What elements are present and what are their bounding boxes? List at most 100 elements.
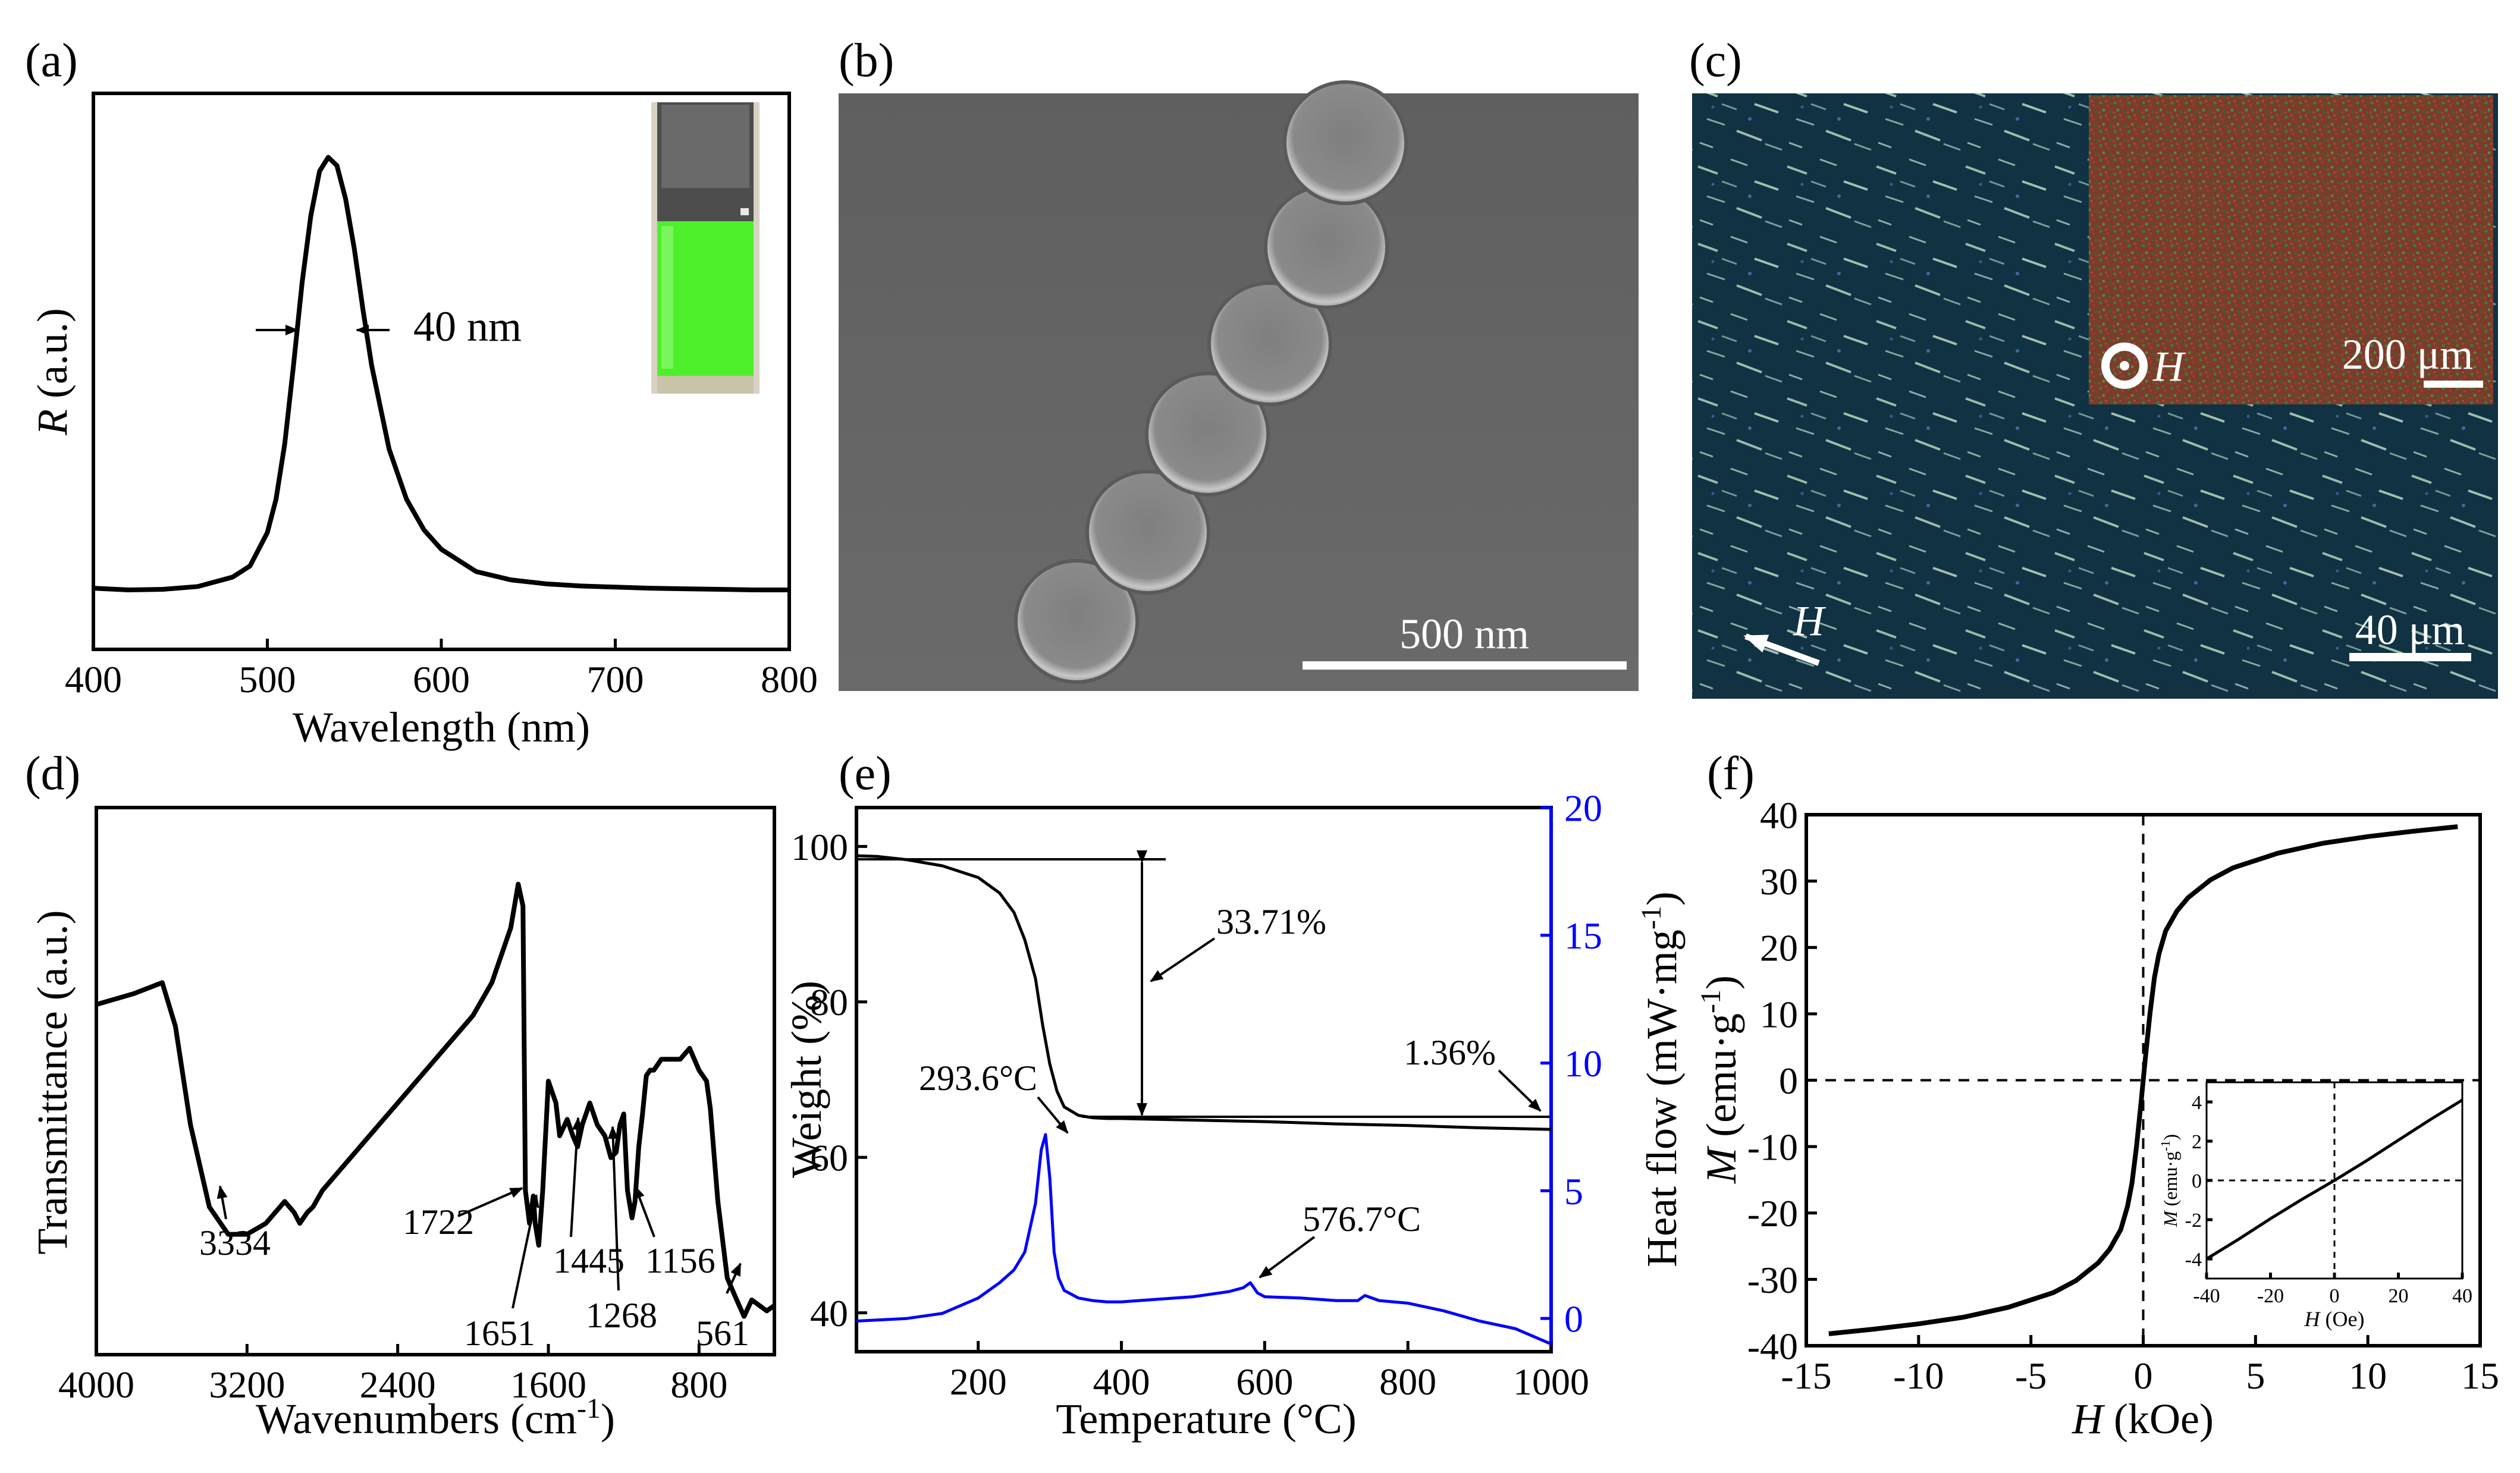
panel-d-xlabel-end: ) <box>601 1395 615 1443</box>
annot-3334-arrow <box>216 1185 228 1220</box>
panel-f-xtick-label: 5 <box>2246 1355 2265 1397</box>
panel-c-inset-field-label: H <box>2152 343 2186 390</box>
panel-a-xtick-label: 600 <box>413 658 470 701</box>
panel-f-ytick-label: 0 <box>1779 1060 1798 1102</box>
panel-d-ftir-curve <box>95 881 776 1319</box>
panel-c-field-arrow <box>1743 633 1820 666</box>
panel-d-xtick-label: 4000 <box>58 1364 134 1406</box>
panel-b-scalebar-label: 500 nm <box>1399 610 1529 658</box>
panel-d-annotations: 3334 1722 1651 1445 1268 1156 561 <box>199 1117 749 1353</box>
panel-e-ytick-label: 100 <box>791 826 848 868</box>
panel-e-ylabel2-main: Heat flow (mW·mg <box>1638 929 1686 1267</box>
panel-e-ytick-label: 80 <box>810 981 848 1023</box>
panel-f-ytick-label: 20 <box>1760 927 1798 969</box>
panel-c-inset-field-symbol <box>2101 343 2148 389</box>
panel-f-magnetization-curve <box>1828 824 2458 1336</box>
panel-f-inset-ylabel: M (emu·g-1) <box>2158 1134 2182 1227</box>
panel-f-inset-ytick-label: -2 <box>2185 1210 2202 1232</box>
annot-1.36: 1.36% <box>1404 1033 1496 1072</box>
panel-b-label: (b) <box>839 34 894 87</box>
panel-a-reflectance-curve <box>93 155 789 592</box>
panel-c-field-label: H <box>1793 597 1827 645</box>
panel-b-sem-image <box>839 80 1639 691</box>
panel-f-ytick-label: -40 <box>1747 1325 1798 1367</box>
panel-a-xtick-label: 500 <box>239 658 296 701</box>
panel-f-ytick-label: -30 <box>1747 1259 1798 1301</box>
panel-d-xlabel: Wavenumbers (cm-1) <box>256 1393 615 1443</box>
panel-f-inset-xlabel-symbol: H <box>2304 1307 2321 1331</box>
panel-f-ytick-label: -20 <box>1747 1192 1798 1235</box>
panel-e-xtick-label: 600 <box>1236 1361 1293 1403</box>
panel-e-label: (e) <box>839 748 892 800</box>
annot-1.36-arrow <box>1498 1069 1542 1112</box>
panel-e-ytick-label: 40 <box>810 1292 848 1334</box>
panel-f-inset-curve <box>2205 1098 2463 1261</box>
panel-a-label: (a) <box>25 34 78 87</box>
panel-f-xlabel-symbol: H <box>2072 1395 2105 1443</box>
panel-f-inset-xtick-label: 40 <box>2452 1285 2472 1307</box>
panel-d-frame <box>95 806 776 1356</box>
annot-1651-arrow <box>511 1194 539 1309</box>
annot-1156: 1156 <box>645 1241 715 1280</box>
panel-e-xtick-label: 1000 <box>1513 1361 1589 1403</box>
panel-e-xlabel: Temperature (°C) <box>1056 1395 1357 1443</box>
panel-f-inset-ylabel-symbol: M <box>2160 1210 2181 1227</box>
panel-e-xtick-label: 200 <box>950 1361 1007 1403</box>
panel-a-ylabel: R (a.u.) <box>29 308 76 436</box>
annot-1268: 1268 <box>586 1296 657 1335</box>
annot-293.6: 293.6°C <box>919 1059 1037 1098</box>
panel-c-scalebar <box>2349 653 2471 661</box>
panel-e-ylabel2-sup: -1 <box>1636 906 1667 929</box>
panel-c-inset-scalebar <box>2424 381 2483 388</box>
panel-f-inset-xtick-label: -20 <box>2257 1285 2284 1307</box>
panel-a-xlabel: Wavelength (nm) <box>293 703 590 751</box>
panel-a-fwhm-label: 40 nm <box>413 303 522 350</box>
panel-a: (a) 400 500 600 700 800 Wavelength (nm) R (a… <box>25 34 818 751</box>
panel-d-xticks: 4000 3200 2400 1600 800 <box>58 1344 727 1406</box>
panel-d-ylabel: Transmittance (a.u.) <box>29 910 76 1254</box>
panel-f-ytick-label: -10 <box>1747 1126 1798 1169</box>
panel-b: (b) 500 nm <box>839 34 1639 691</box>
panel-c-inset-field-dot <box>2120 361 2129 370</box>
panel-f-inset-xtick-label: 20 <box>2389 1285 2409 1307</box>
panel-d-xtick-label: 1600 <box>510 1364 586 1406</box>
panel-f-inset-ytick-label: 0 <box>2192 1170 2202 1192</box>
panel-f-inset-ytick-label: 4 <box>2192 1092 2202 1114</box>
annot-561-arrow <box>726 1262 742 1294</box>
panel-e-right-ytick-label: 10 <box>1564 1042 1602 1085</box>
panel-d-xlabel-sup: -1 <box>577 1393 601 1424</box>
panel-f-ylabel-sup: -1 <box>1695 990 1727 1013</box>
panel-f-xlabel: H (kOe) <box>2072 1395 2214 1443</box>
annot-33-arrow <box>1150 937 1216 982</box>
panel-f-ylabel: M (emu·g-1) <box>1695 975 1746 1184</box>
panel-c-inset-scalebar-label: 200 μm <box>2342 331 2474 378</box>
panel-e-heatflow-curve <box>856 1133 1552 1346</box>
panel-f-inset-xtick-label: -40 <box>2193 1285 2220 1307</box>
panel-e-right-ytick-label: 0 <box>1564 1298 1583 1340</box>
panel-d-xtick-label: 800 <box>670 1364 727 1406</box>
panel-a-xtick-label: 700 <box>587 658 644 701</box>
panel-f-inset-ylabel-end: ) <box>2160 1134 2181 1141</box>
panel-d: (d) 4000 3200 2400 1600 800 Wavenumbers (cm-… <box>25 748 776 1443</box>
annot-561: 561 <box>696 1314 749 1353</box>
panel-f-label: (f) <box>1707 748 1755 800</box>
panel-a-ylabel-symbol: R <box>29 409 76 436</box>
annot-33.71: 33.71% <box>1216 902 1326 941</box>
annot-3334: 3334 <box>199 1223 271 1262</box>
panel-f-inset-ylabel-sup: -1 <box>2158 1141 2173 1151</box>
panel-d-xtick-label: 3200 <box>209 1364 285 1406</box>
panel-e-ytick-label: 60 <box>810 1137 848 1179</box>
panel-f-inset-xlabel: H (Oe) <box>2304 1307 2365 1331</box>
annot-1651: 1651 <box>464 1314 535 1353</box>
panel-f-inset-xlabel-unit: (Oe) <box>2320 1307 2365 1331</box>
panel-e-xtick-label: 400 <box>1093 1361 1150 1403</box>
panel-e-right-ytick-label: 20 <box>1564 787 1602 829</box>
annot-1722-arrow <box>457 1187 523 1217</box>
panel-f-inset-xtick-label: 0 <box>2330 1285 2340 1307</box>
panel-e-annotations: 33.71% 1.36% 293.6°C 576.7°C <box>856 850 1549 1279</box>
